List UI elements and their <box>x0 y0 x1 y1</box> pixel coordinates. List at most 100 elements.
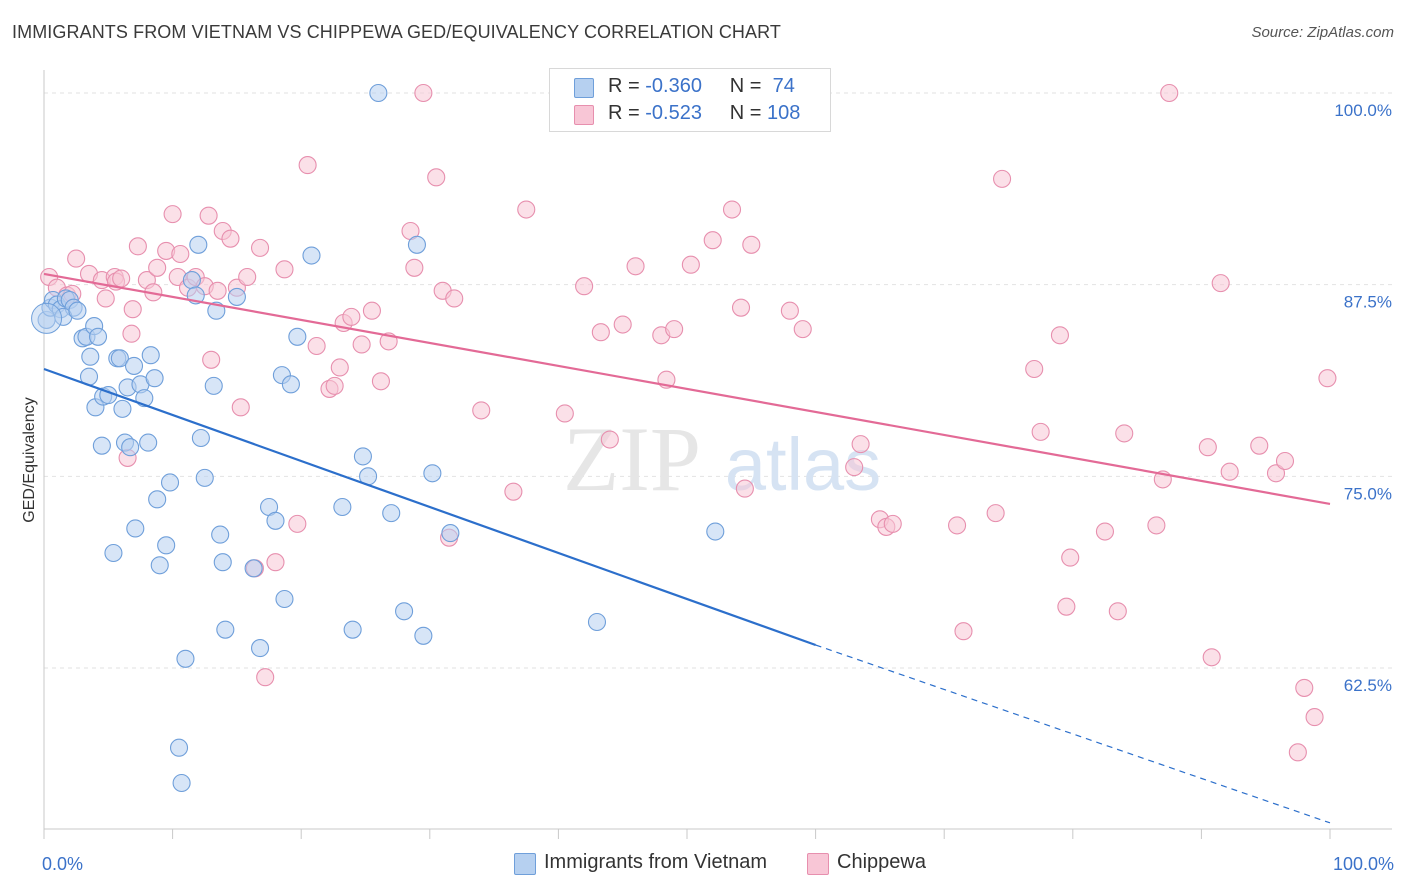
data-point <box>176 649 195 668</box>
data-point <box>353 447 372 466</box>
data-point <box>954 622 973 641</box>
data-point <box>706 522 725 541</box>
legend-n-label: N = <box>729 75 762 97</box>
data-point <box>427 168 446 187</box>
data-point <box>330 358 349 377</box>
data-point <box>445 289 464 308</box>
bottom-legend-swatch-vietnam <box>514 853 536 875</box>
legend-n-value-chippewa: 108 <box>767 102 801 124</box>
data-point <box>231 398 250 417</box>
data-point <box>150 556 169 575</box>
data-point <box>244 559 263 578</box>
data-point <box>275 589 294 609</box>
y-tick-label: 100.0% <box>1334 101 1392 120</box>
data-point <box>517 200 536 219</box>
data-point <box>139 433 158 452</box>
data-point <box>504 482 523 501</box>
legend-swatch-chippewa <box>574 105 594 125</box>
y-axis-label: GED/Equivalency <box>21 397 38 522</box>
data-point <box>591 323 610 342</box>
y-tick-label: 87.5% <box>1344 293 1392 312</box>
data-point <box>227 287 246 306</box>
data-point <box>157 536 176 555</box>
trend-line <box>43 367 816 647</box>
data-point <box>189 235 208 254</box>
data-point <box>126 519 145 538</box>
data-point <box>613 315 632 334</box>
data-point <box>1202 648 1221 667</box>
data-point <box>128 237 147 256</box>
data-point <box>172 773 191 793</box>
data-point <box>1147 516 1166 535</box>
data-point <box>587 612 607 632</box>
axis-labels: 100.0% 87.5% 75.0% 62.5% 0.0% 100.0% <box>42 101 1394 874</box>
data-point <box>780 301 799 320</box>
data-point <box>1275 451 1295 471</box>
data-point <box>575 277 594 296</box>
data-point <box>110 349 129 368</box>
data-point <box>104 543 123 563</box>
data-point <box>204 376 223 395</box>
data-point <box>414 626 433 645</box>
watermark: ZIP atlas <box>563 408 881 510</box>
legend-n-label: N = <box>729 102 762 124</box>
data-point <box>288 327 307 346</box>
data-point <box>191 428 210 448</box>
data-point <box>414 83 433 103</box>
data-point <box>352 335 371 354</box>
data-point <box>307 336 326 356</box>
legend-r-value-vietnam: -0.360 <box>645 75 702 97</box>
data-point <box>281 375 300 394</box>
data-point <box>195 468 214 487</box>
data-point <box>343 620 362 639</box>
data-point <box>362 301 381 320</box>
data-point <box>250 238 270 257</box>
data-point <box>993 169 1012 188</box>
data-point <box>333 497 352 517</box>
data-point <box>1288 743 1307 762</box>
data-point <box>213 553 232 572</box>
legend-r-label: R = <box>608 102 640 124</box>
data-point <box>1318 369 1337 388</box>
correlation-legend: R = -0.360 N = 74 R = -0.523 N = 108 <box>549 68 831 132</box>
data-point <box>1250 436 1269 455</box>
data-point <box>1031 422 1050 441</box>
data-point <box>202 350 221 369</box>
data-point <box>208 281 227 300</box>
data-point <box>298 156 317 175</box>
data-point <box>288 514 307 533</box>
data-point <box>31 302 63 334</box>
data-point <box>1050 326 1069 345</box>
data-point <box>163 205 182 224</box>
data-point <box>81 347 100 366</box>
trend-line <box>43 272 1331 506</box>
data-point <box>122 324 141 343</box>
data-point <box>68 301 87 320</box>
y-tick-label: 75.0% <box>1344 484 1392 503</box>
watermark-zip: ZIP <box>563 408 701 510</box>
data-point <box>302 246 321 265</box>
data-point <box>1198 438 1217 457</box>
data-point <box>1160 83 1179 103</box>
data-point <box>1115 424 1134 443</box>
data-point <box>113 399 132 418</box>
data-point <box>883 514 902 533</box>
data-point <box>1295 678 1314 697</box>
data-point <box>325 376 344 395</box>
data-point <box>121 438 140 457</box>
data-point <box>1220 462 1239 481</box>
legend-n-value-vietnam: 74 <box>772 75 795 97</box>
data-point <box>171 244 190 264</box>
bottom-legend-label-chippewa: Chippewa <box>837 851 926 873</box>
trend-line-extension <box>815 644 1331 824</box>
data-point <box>199 206 218 225</box>
data-point <box>1211 274 1230 293</box>
data-point <box>948 516 967 535</box>
data-point <box>395 602 414 621</box>
data-point <box>1305 708 1324 727</box>
data-point <box>851 435 870 454</box>
data-point <box>665 320 684 339</box>
bottom-legend-label-vietnam: Immigrants from Vietnam <box>544 851 768 873</box>
trend-lines <box>43 272 1331 824</box>
data-point <box>96 289 115 308</box>
